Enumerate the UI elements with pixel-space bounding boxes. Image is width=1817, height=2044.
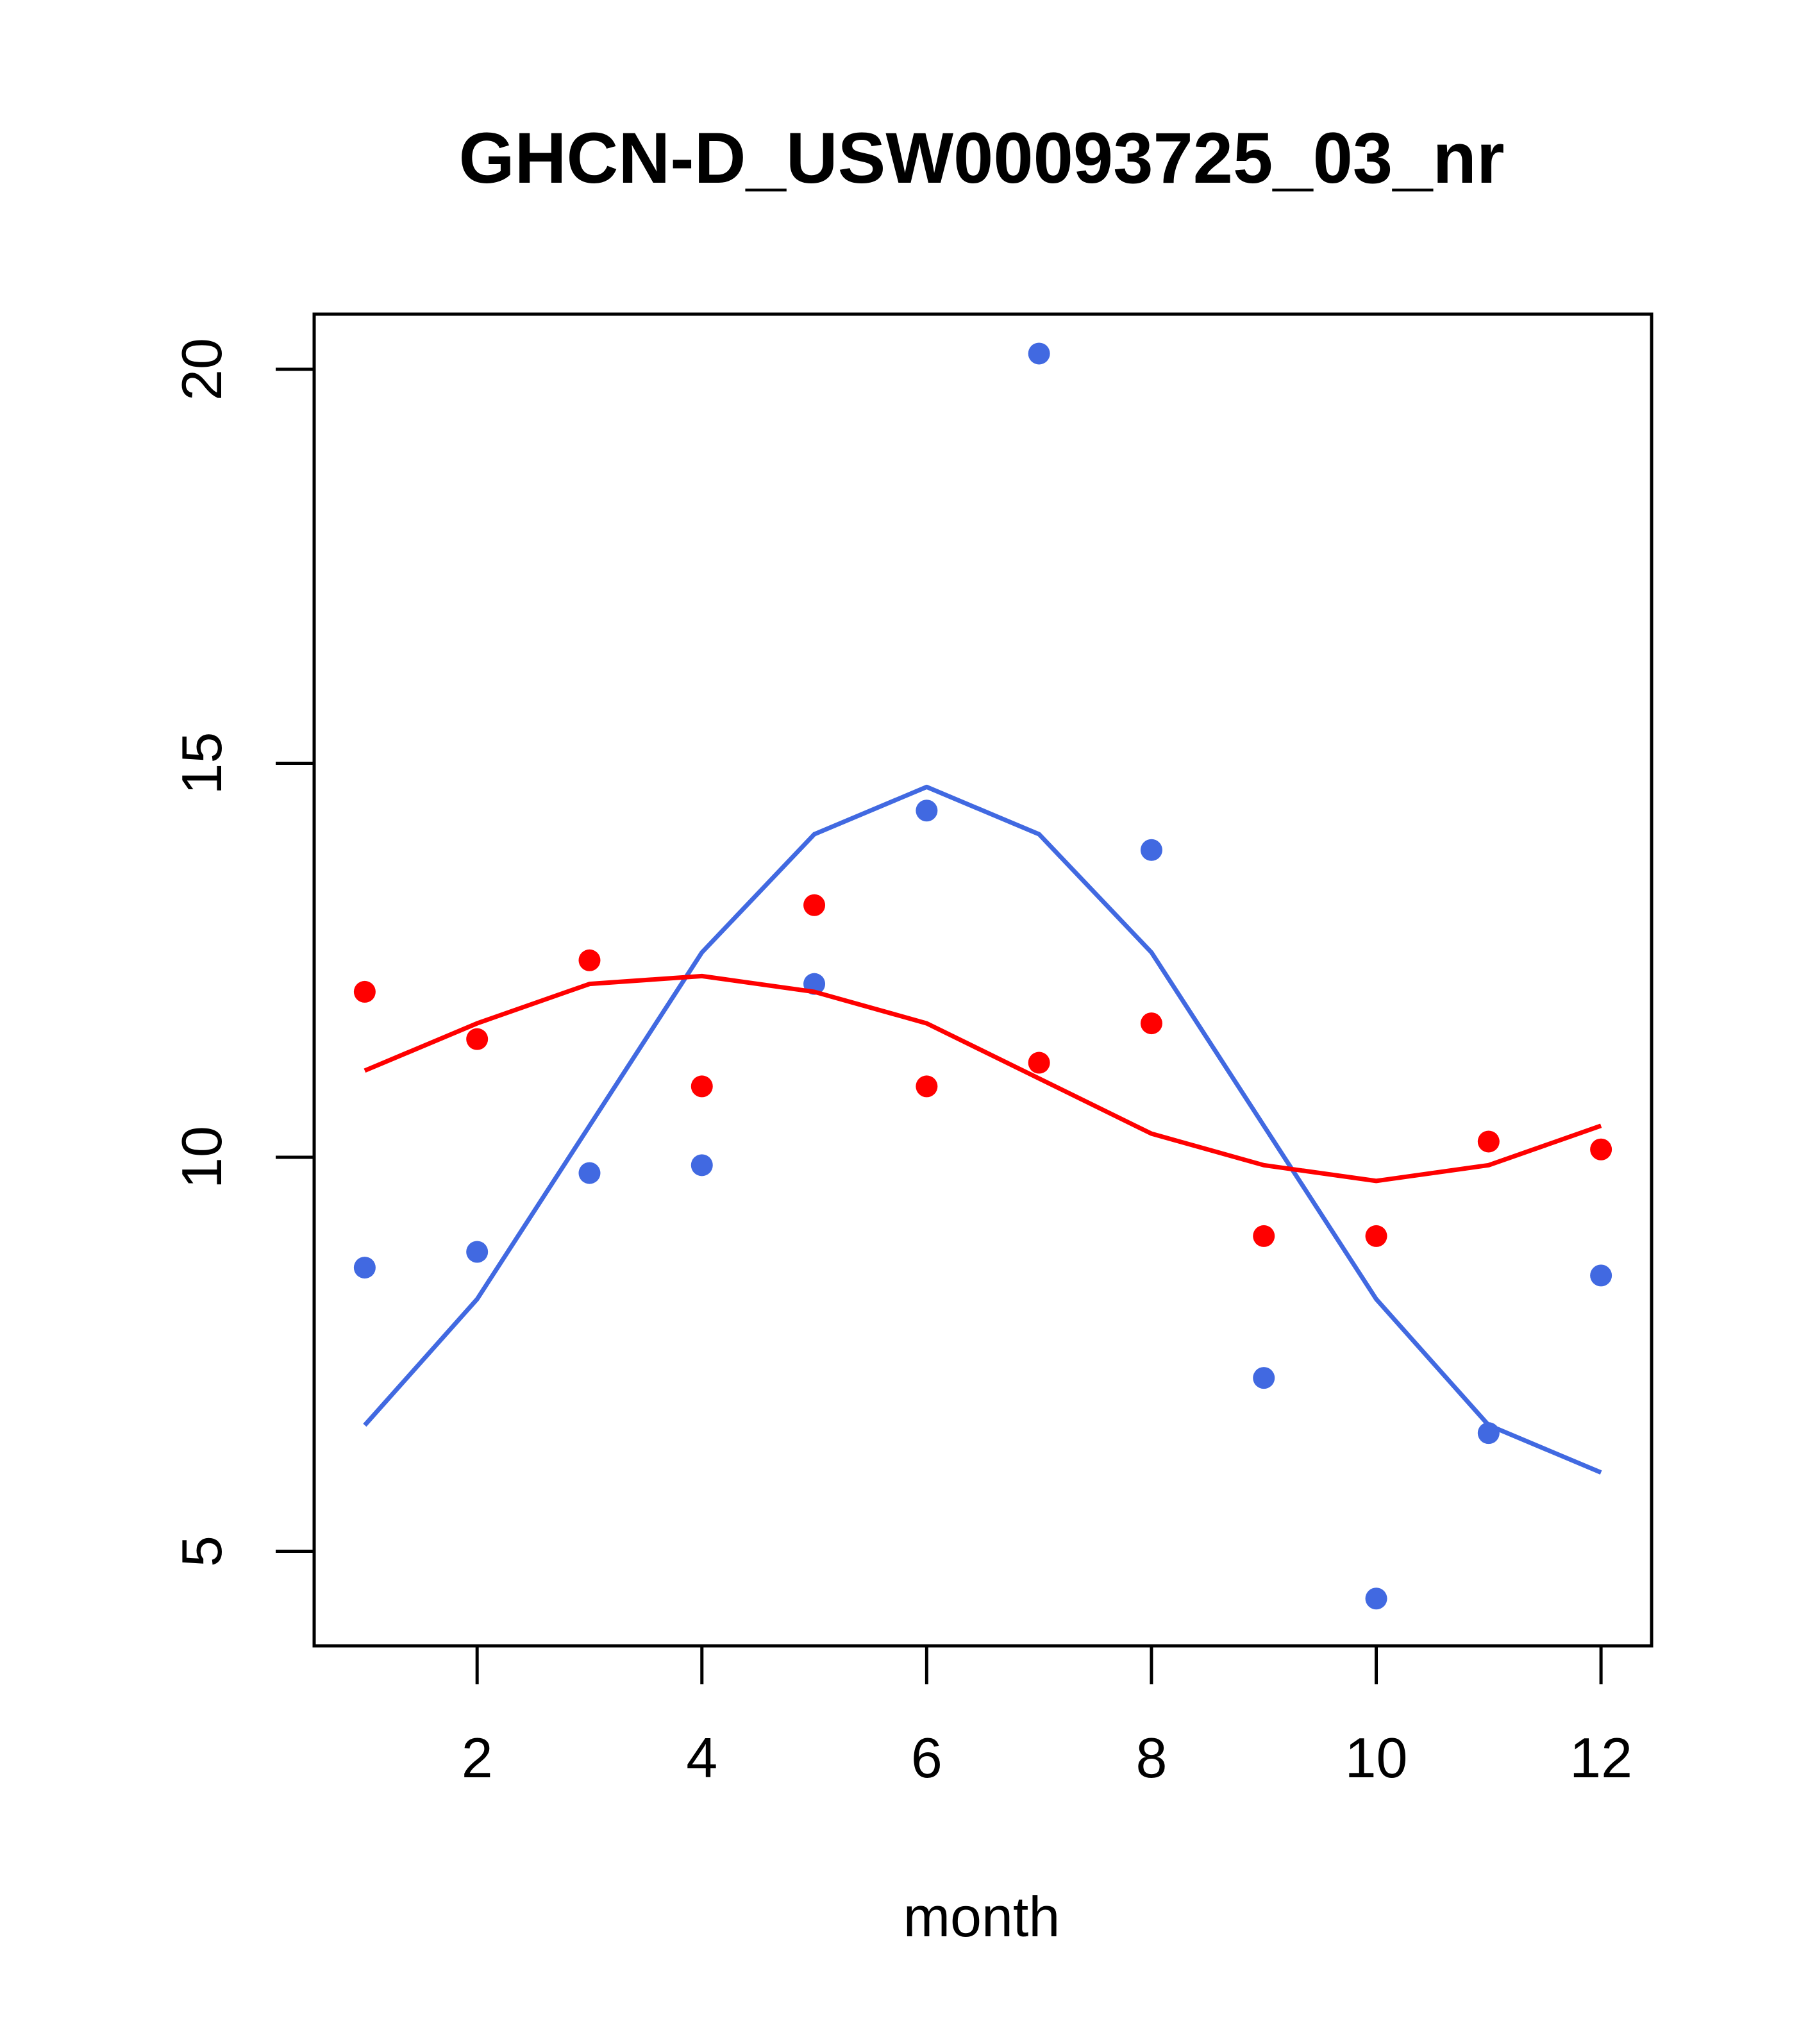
x-tick-label: 8	[1135, 1726, 1167, 1789]
series-1-line	[363, 784, 1602, 1475]
x-axis: 2 4 6 8 10 12	[462, 1644, 1632, 1789]
series-2-point	[1028, 1051, 1050, 1074]
x-tick-label: 2	[462, 1726, 493, 1789]
series-2-point	[466, 1028, 489, 1050]
series-1-point	[353, 1257, 376, 1279]
series-2-line	[364, 973, 1602, 1184]
chart-title: GHCN-D_USW00093725_03_nr	[459, 118, 1505, 198]
y-tick-label: 15	[170, 732, 233, 795]
series-layer	[353, 342, 1612, 1610]
series-1-point	[691, 1154, 713, 1177]
series-2-point	[353, 980, 376, 1003]
series-1-point	[578, 1162, 601, 1184]
y-tick-label: 5	[170, 1536, 233, 1567]
series-1-point	[1590, 1264, 1612, 1287]
series-1-point	[1140, 839, 1162, 861]
series-2-point	[1365, 1225, 1387, 1247]
series-2-point	[1140, 1012, 1162, 1035]
series-2-point	[1253, 1225, 1275, 1247]
series-2-point	[916, 1075, 938, 1098]
series-1-point	[1365, 1587, 1387, 1610]
series-1-point	[1253, 1367, 1275, 1389]
series-2-point	[578, 949, 601, 971]
series-1-point	[1028, 342, 1050, 365]
series-1-point	[1477, 1422, 1500, 1445]
series-1	[353, 342, 1612, 1610]
series-2-point	[1477, 1130, 1500, 1153]
y-tick-label: 10	[170, 1126, 233, 1189]
series-1-point	[916, 800, 938, 822]
series-2-point	[691, 1075, 713, 1098]
y-tick-label: 20	[170, 338, 233, 401]
x-tick-label: 10	[1345, 1726, 1408, 1789]
series-2-point	[1590, 1138, 1612, 1160]
series-1-point	[466, 1241, 489, 1263]
x-tick-label: 4	[686, 1726, 717, 1789]
y-axis: 5 10 15 20	[170, 338, 316, 1567]
series-2	[353, 894, 1612, 1247]
x-tick-label: 6	[911, 1726, 942, 1789]
x-axis-label: month	[903, 1885, 1060, 1948]
x-tick-label: 12	[1570, 1726, 1632, 1789]
series-2-point	[803, 894, 826, 916]
plot-frame	[312, 312, 1654, 1648]
